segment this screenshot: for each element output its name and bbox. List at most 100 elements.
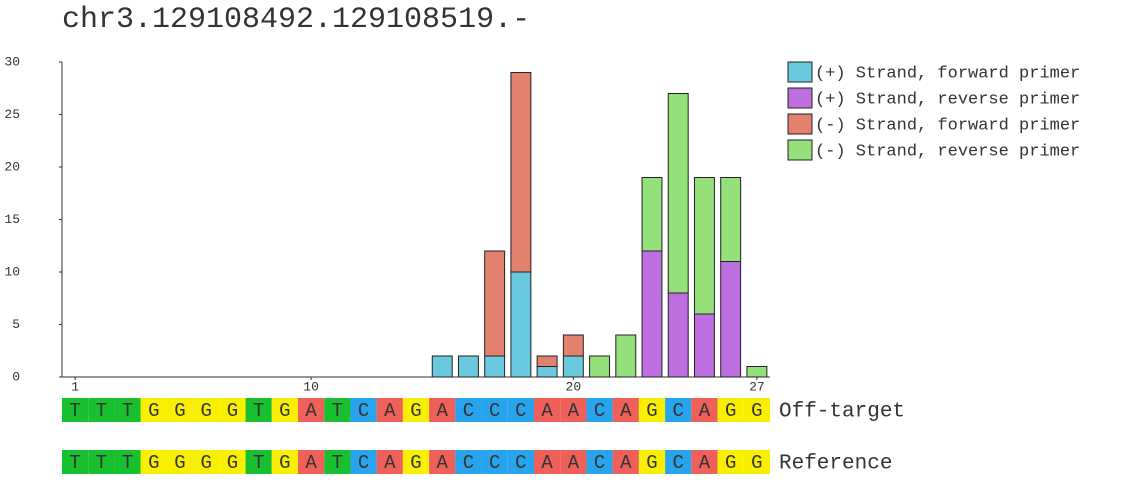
base-letter: A bbox=[568, 452, 580, 474]
bar-segment bbox=[510, 271, 532, 378]
base-letter: G bbox=[646, 400, 657, 422]
base-letter: G bbox=[148, 452, 159, 474]
base-letter: G bbox=[751, 452, 762, 474]
base-box bbox=[271, 398, 298, 422]
base-box bbox=[612, 398, 639, 422]
base-box bbox=[298, 450, 325, 474]
base-letter: A bbox=[437, 400, 449, 422]
sequence-label: Reference bbox=[779, 453, 892, 476]
bar-segment bbox=[641, 177, 663, 252]
base-letter: G bbox=[725, 400, 736, 422]
bar-segment bbox=[720, 261, 742, 378]
base-letter: G bbox=[227, 400, 238, 422]
y-tick-label: 30 bbox=[4, 54, 20, 69]
base-letter: T bbox=[332, 452, 343, 474]
base-box bbox=[140, 450, 167, 474]
base-letter: A bbox=[699, 400, 711, 422]
base-letter: C bbox=[515, 400, 526, 422]
base-box bbox=[114, 450, 141, 474]
base-box bbox=[665, 398, 692, 422]
base-letter: G bbox=[410, 400, 421, 422]
base-box bbox=[586, 398, 613, 422]
base-box bbox=[586, 450, 613, 474]
bar-segment bbox=[667, 292, 689, 378]
base-letter: A bbox=[384, 452, 396, 474]
base-letter: G bbox=[201, 452, 212, 474]
sequence-label: Off-target bbox=[779, 401, 905, 424]
legend-label: (+) Strand, reverse primer bbox=[815, 90, 1080, 109]
base-letter: G bbox=[279, 400, 290, 422]
base-letter: C bbox=[673, 400, 684, 422]
bar-segment bbox=[536, 366, 558, 378]
base-box bbox=[166, 398, 194, 422]
legend-swatch bbox=[787, 61, 813, 83]
base-letter: C bbox=[489, 400, 500, 422]
base-letter: T bbox=[96, 400, 107, 422]
base-box bbox=[114, 398, 141, 422]
base-box bbox=[219, 450, 246, 474]
base-box bbox=[507, 450, 534, 474]
base-letter: G bbox=[279, 452, 290, 474]
bar-segment bbox=[484, 355, 506, 378]
base-box bbox=[534, 398, 561, 422]
base-box bbox=[638, 398, 666, 422]
base-letter: G bbox=[174, 400, 185, 422]
base-box bbox=[534, 450, 561, 474]
base-letter: C bbox=[358, 452, 369, 474]
base-box bbox=[429, 450, 456, 474]
base-letter: T bbox=[122, 400, 133, 422]
base-letter: A bbox=[384, 400, 396, 422]
base-box bbox=[140, 398, 167, 422]
base-box bbox=[665, 450, 692, 474]
base-box bbox=[88, 398, 115, 422]
base-letter: G bbox=[227, 452, 238, 474]
bar-segment bbox=[431, 355, 453, 378]
x-tick-label: 27 bbox=[749, 379, 765, 394]
base-letter: T bbox=[253, 400, 264, 422]
base-letter: A bbox=[437, 452, 449, 474]
base-letter: A bbox=[541, 400, 553, 422]
base-letter: A bbox=[620, 400, 632, 422]
base-letter: T bbox=[253, 452, 264, 474]
legend-label: (-) Strand, reverse primer bbox=[815, 142, 1080, 161]
base-letter: G bbox=[174, 452, 185, 474]
y-tick-label: 10 bbox=[4, 264, 20, 279]
base-box bbox=[62, 450, 89, 474]
base-box bbox=[638, 450, 666, 474]
base-box bbox=[717, 450, 744, 474]
base-letter: A bbox=[541, 452, 553, 474]
bar-segment bbox=[457, 355, 479, 378]
bar-segment bbox=[693, 313, 715, 378]
y-tick-label: 0 bbox=[12, 369, 20, 384]
base-box bbox=[691, 398, 718, 422]
base-letter: A bbox=[305, 452, 317, 474]
base-letter: G bbox=[751, 400, 762, 422]
base-box bbox=[612, 450, 639, 474]
base-box bbox=[166, 450, 194, 474]
base-box bbox=[481, 450, 508, 474]
bar-segment bbox=[667, 93, 689, 294]
base-letter: A bbox=[620, 452, 632, 474]
bar-segment bbox=[641, 250, 663, 378]
base-box bbox=[350, 450, 377, 474]
base-box bbox=[324, 450, 351, 474]
bar-segment bbox=[510, 72, 532, 273]
base-letter: A bbox=[699, 452, 711, 474]
base-letter: C bbox=[358, 400, 369, 422]
y-tick-label: 15 bbox=[4, 212, 20, 227]
x-tick-label: 1 bbox=[71, 379, 79, 394]
y-tick-label: 25 bbox=[4, 107, 20, 122]
bar-segment bbox=[746, 366, 768, 378]
base-box bbox=[560, 398, 587, 422]
base-box bbox=[507, 398, 534, 422]
base-box bbox=[717, 398, 744, 422]
base-letter: T bbox=[332, 400, 343, 422]
base-letter: C bbox=[515, 452, 526, 474]
base-letter: C bbox=[673, 452, 684, 474]
base-box bbox=[743, 450, 770, 474]
base-letter: C bbox=[489, 452, 500, 474]
base-box bbox=[429, 398, 456, 422]
chart-title: chr3.129108492.129108519.- bbox=[62, 3, 530, 37]
bar-segment bbox=[720, 177, 742, 262]
